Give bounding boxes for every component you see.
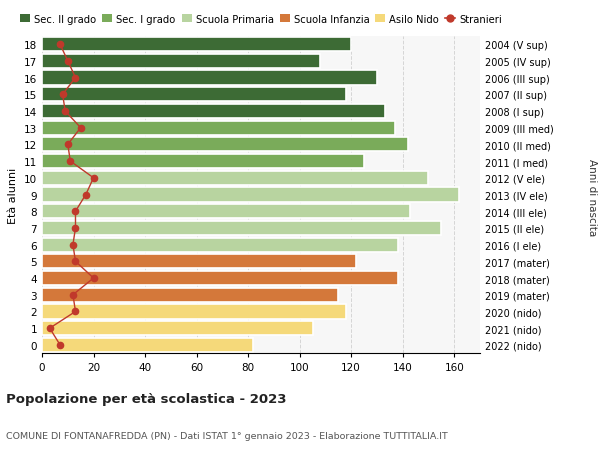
Legend: Sec. II grado, Sec. I grado, Scuola Primaria, Scuola Infanzia, Asilo Nido, Stran: Sec. II grado, Sec. I grado, Scuola Prim… (16, 11, 506, 28)
Bar (42, 121, 395, 135)
Bar (42, 71, 377, 85)
Bar (42, 55, 320, 69)
Bar (42, 338, 253, 352)
Bar (42, 171, 428, 185)
Bar (42, 155, 364, 169)
Bar (42, 188, 460, 202)
Text: COMUNE DI FONTANAFREDDA (PN) - Dati ISTAT 1° gennaio 2023 - Elaborazione TUTTITA: COMUNE DI FONTANAFREDDA (PN) - Dati ISTA… (6, 431, 448, 441)
Bar (42, 88, 346, 102)
Bar (42, 238, 398, 252)
Bar (42, 105, 385, 119)
Y-axis label: Età alunni: Età alunni (8, 167, 19, 223)
Bar (42, 138, 408, 152)
Bar (42, 38, 351, 52)
Bar (42, 205, 410, 219)
Bar (42, 271, 398, 285)
Text: Popolazione per età scolastica - 2023: Popolazione per età scolastica - 2023 (6, 392, 287, 405)
Bar (42, 288, 338, 302)
Bar (42, 255, 356, 269)
Bar (42, 321, 313, 336)
Bar (42, 305, 346, 319)
Text: Anni di nascita: Anni di nascita (587, 159, 597, 236)
Bar (42, 221, 442, 235)
